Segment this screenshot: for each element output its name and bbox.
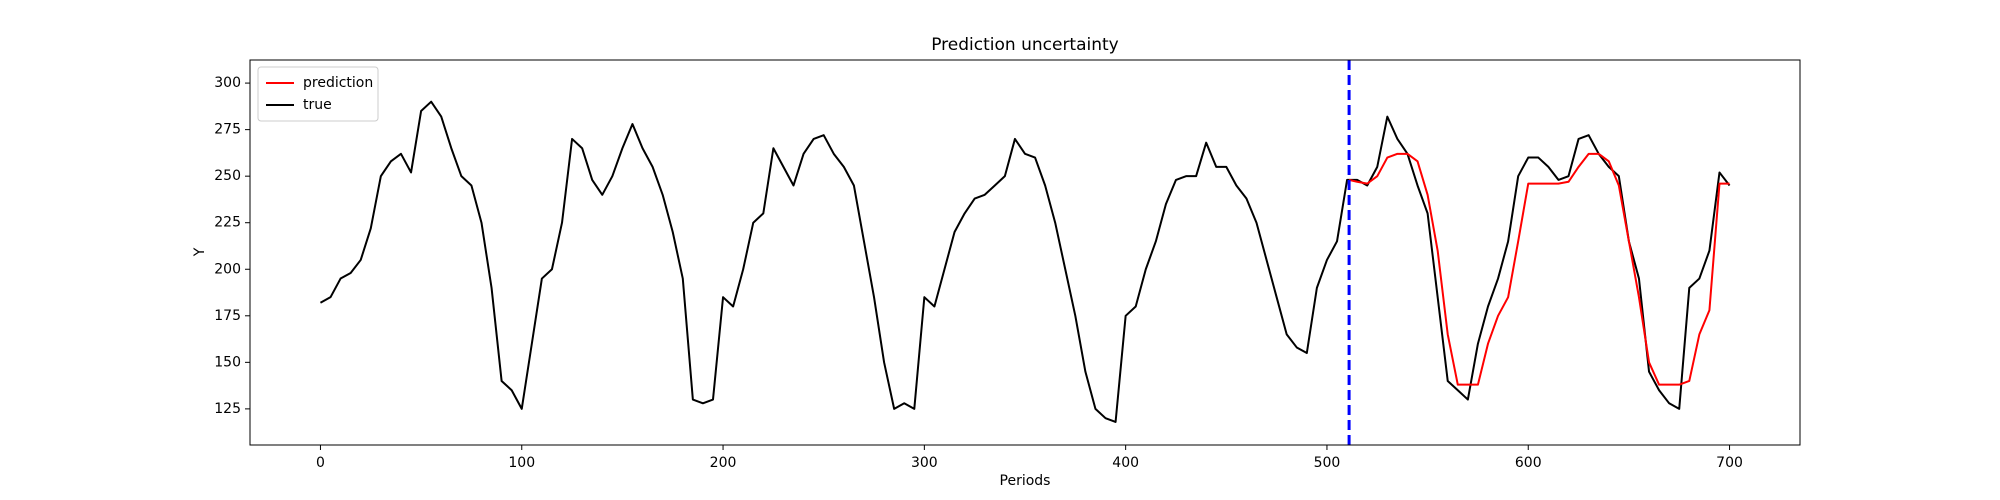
y-tick-label: 300 [214, 75, 241, 91]
x-tick-label: 600 [1515, 455, 1542, 471]
y-tick-label: 225 [214, 215, 241, 231]
y-tick-label: 250 [214, 168, 241, 184]
series-line [319, 100, 1731, 423]
y-axis-label: Y [192, 247, 208, 257]
x-tick-label: 0 [316, 455, 325, 471]
y-tick-label: 150 [214, 354, 241, 370]
legend-box [257, 66, 379, 122]
x-tick-label: 400 [1112, 455, 1139, 471]
x-tick-label: 700 [1716, 455, 1743, 471]
y-tick-label: 175 [214, 308, 241, 324]
y-tick-label: 200 [214, 261, 241, 277]
plot-frame [249, 59, 1801, 446]
x-tick-label: 200 [710, 455, 737, 471]
y-tick-label: 275 [214, 122, 241, 138]
x-tick-label: 500 [1314, 455, 1341, 471]
y-tick-label: 125 [214, 401, 241, 417]
chart-title: Prediction uncertainty [931, 35, 1119, 55]
x-tick-label: 100 [508, 455, 535, 471]
legend-label: true [303, 97, 332, 113]
x-axis-label: Periods [1000, 473, 1051, 489]
legend-label: prediction [303, 75, 373, 91]
x-tick-label: 300 [911, 455, 938, 471]
series-line [1348, 152, 1730, 386]
